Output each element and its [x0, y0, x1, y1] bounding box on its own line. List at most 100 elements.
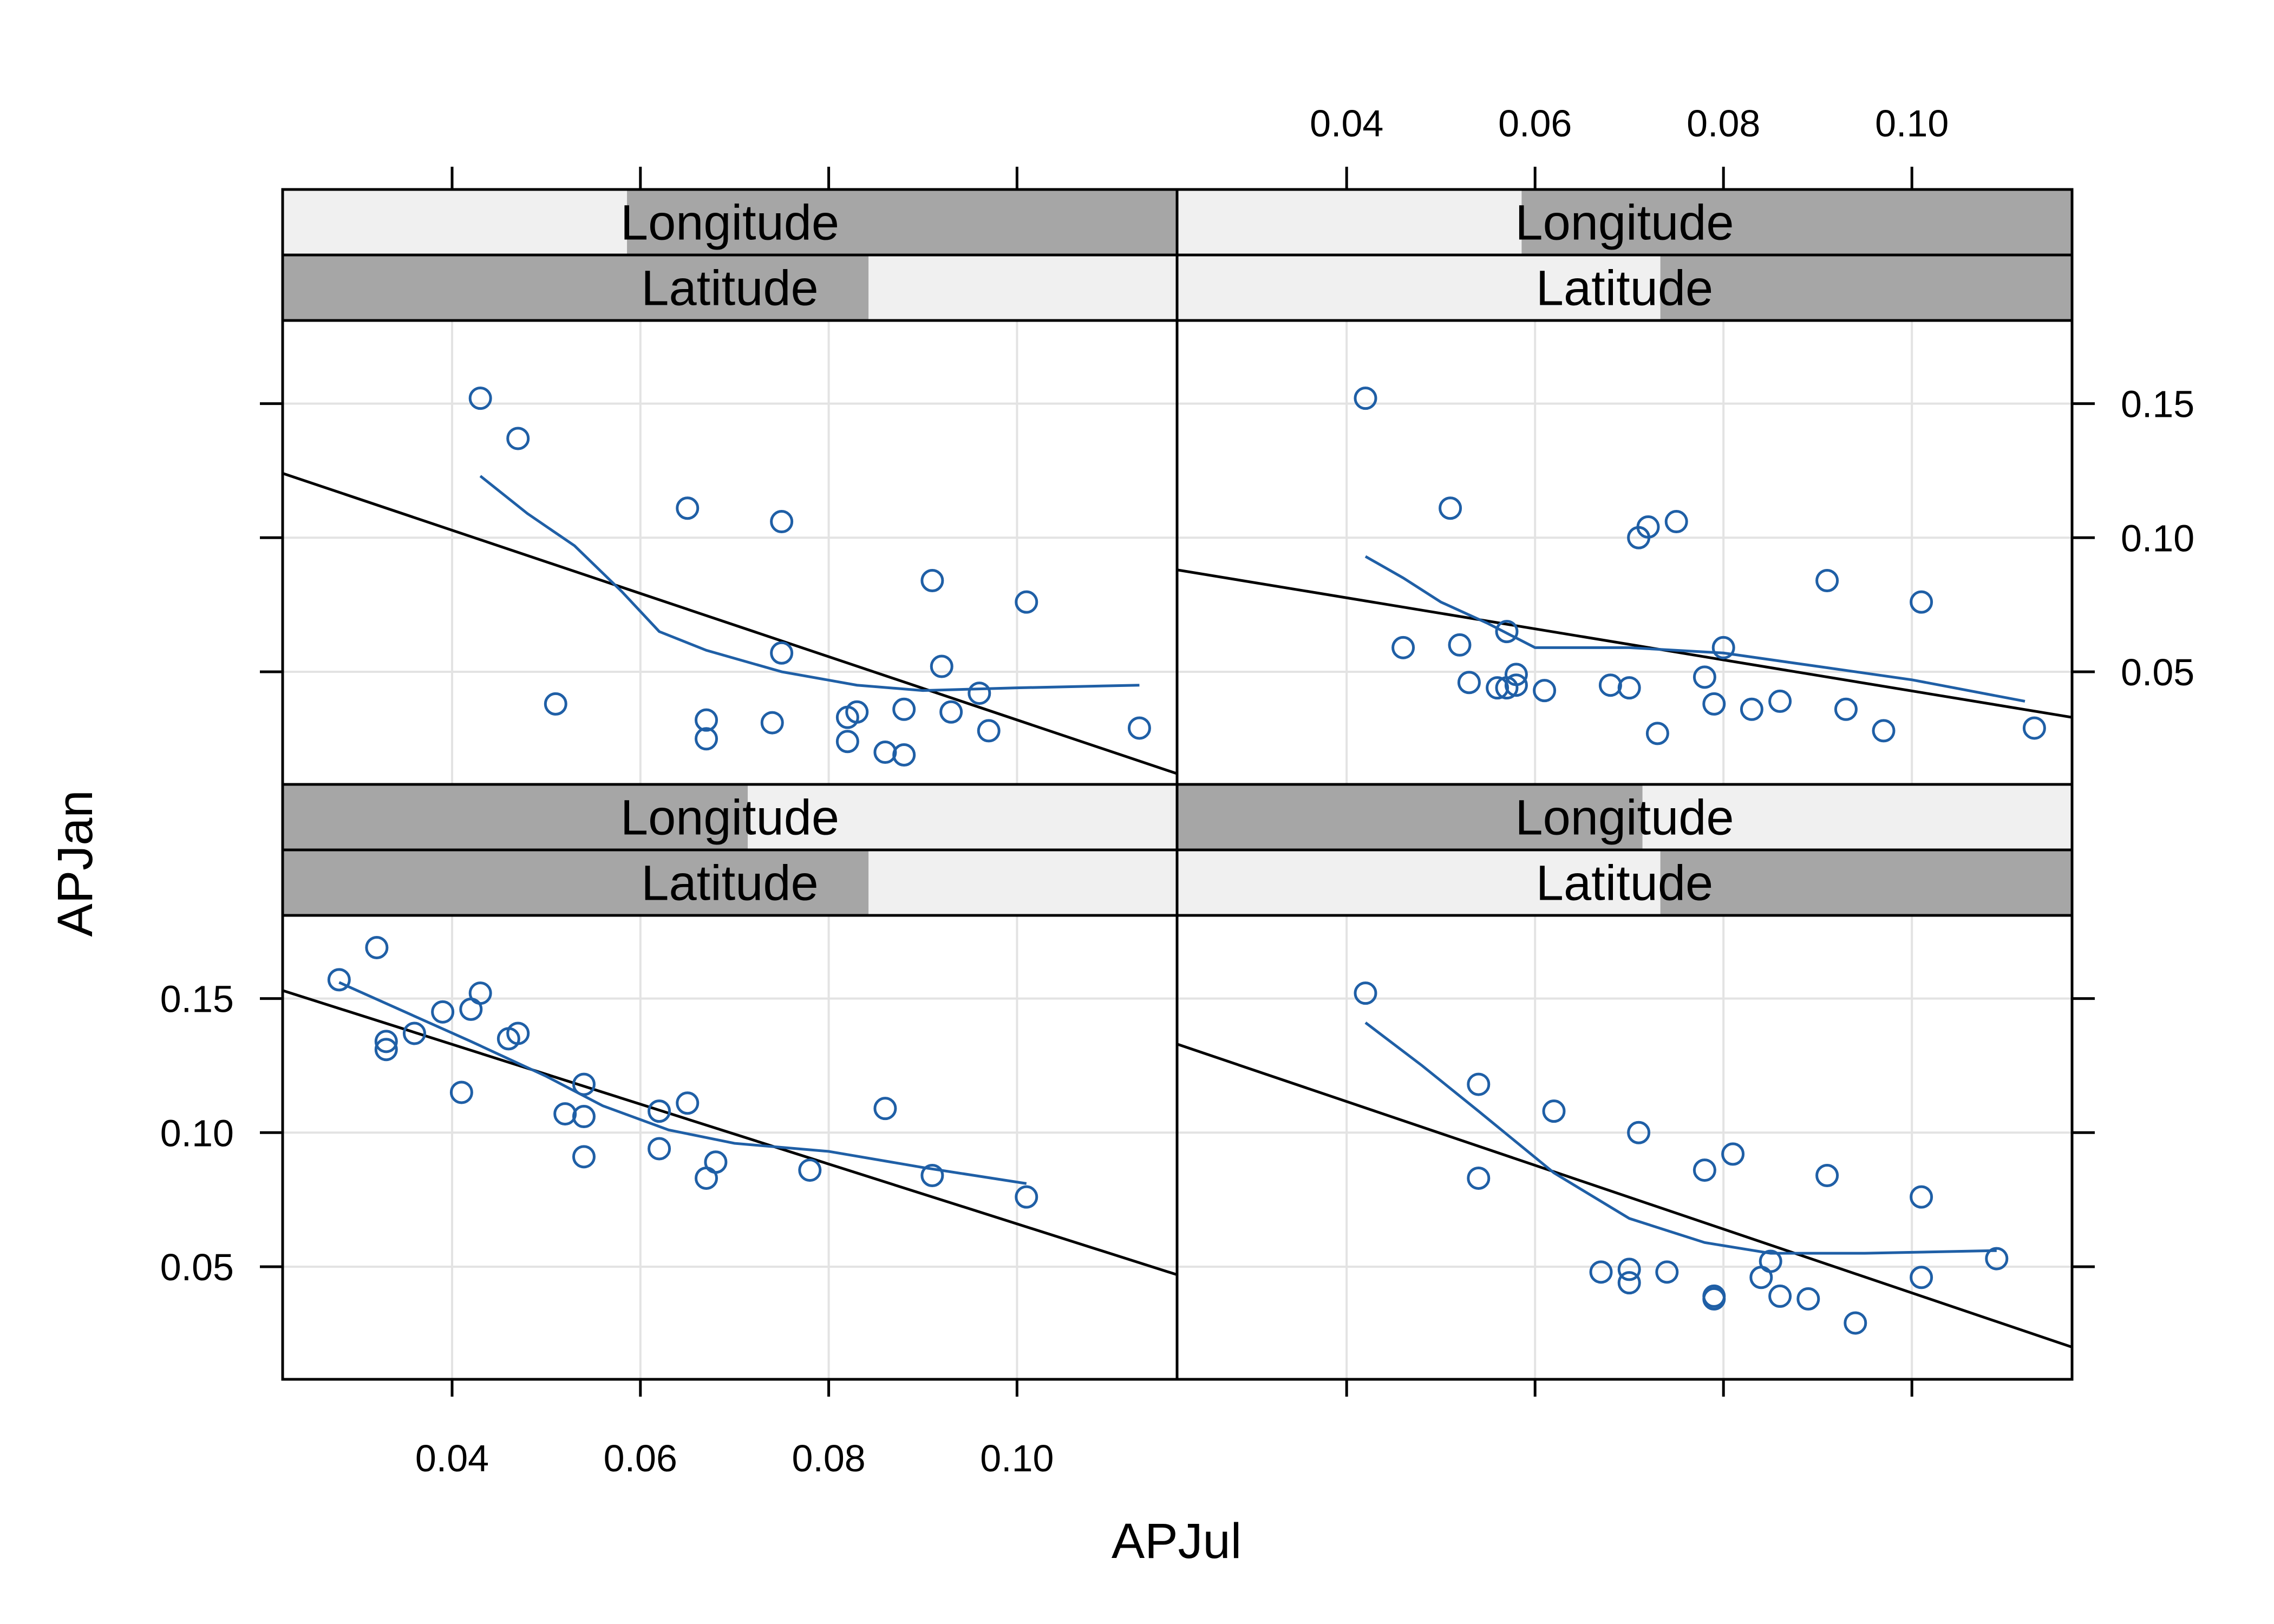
data-point	[1439, 496, 1462, 520]
data-point	[1627, 1121, 1651, 1144]
x-tick-label: 0.04	[415, 1437, 489, 1479]
data-point	[1542, 1099, 1566, 1123]
strip-label-latitude: Latitude	[1536, 856, 1713, 911]
strip-frame	[1175, 253, 2074, 322]
loess-curve	[1364, 555, 2025, 703]
axis-layer: 0.04 0.06 0.08 0.10 0.04 0.06 0.08 0.10 0.05 0.10…	[160, 102, 2195, 1479]
data-point	[1636, 515, 1660, 539]
data-point	[544, 692, 567, 716]
panel-frame	[281, 319, 1179, 786]
data-point	[920, 1164, 944, 1188]
regression-line	[1177, 568, 2072, 719]
data-point	[1693, 665, 1716, 689]
data-point	[1985, 1247, 2009, 1271]
y-tick-label: 0.05	[2121, 651, 2194, 693]
data-point	[1467, 1166, 1491, 1190]
loess-curve	[479, 475, 1140, 692]
data-point	[939, 700, 963, 724]
strip-shingle-longitude	[283, 784, 748, 850]
strip-label-longitude: Longitude	[1515, 195, 1734, 251]
data-point	[1702, 692, 1726, 716]
x-axis-title: APJul	[1112, 1514, 1241, 1569]
data-point	[977, 719, 1001, 743]
data-point	[506, 427, 530, 450]
panel-frame	[281, 914, 1179, 1381]
data-point	[1711, 636, 1735, 659]
strip-shingle-longitude	[1177, 784, 1643, 850]
data-point	[1354, 981, 1377, 1005]
data-point	[1768, 1284, 1792, 1308]
data-point	[1664, 510, 1688, 534]
strip-frame	[1175, 848, 2074, 917]
strip-layer: Longitude Latitude Longitude Latitude Longit…	[281, 188, 2074, 917]
data-point	[1504, 673, 1528, 697]
data-point	[648, 1099, 671, 1123]
y-tick-label: 0.15	[160, 978, 234, 1020]
panel-marks-bottom-right	[1177, 981, 2072, 1348]
x-tick-label: 0.04	[1310, 102, 1383, 145]
strip-shingle-latitude	[1660, 255, 2072, 320]
x-tick-label: 0.08	[1687, 102, 1760, 145]
panel-frame	[1175, 319, 2074, 786]
data-point	[1693, 1158, 1716, 1182]
strip-label-latitude: Latitude	[641, 856, 818, 911]
data-point	[506, 1021, 530, 1045]
strip-label-longitude: Longitude	[620, 195, 839, 251]
y-axis-title: APJan	[48, 790, 103, 937]
data-point	[1910, 1185, 1933, 1209]
data-point	[676, 496, 700, 520]
data-point	[1815, 569, 1839, 593]
data-point	[468, 387, 492, 410]
data-point	[1721, 1142, 1745, 1166]
y-tick-label: 0.15	[2121, 383, 2194, 425]
data-point	[835, 730, 859, 754]
data-point	[1589, 1260, 1613, 1284]
y-tick-label: 0.10	[160, 1112, 234, 1154]
data-point	[1796, 1287, 1820, 1311]
x-tick-label: 0.08	[792, 1437, 865, 1479]
data-point	[1702, 1287, 1726, 1311]
x-tick-label: 0.10	[980, 1437, 1054, 1479]
data-point	[1448, 633, 1472, 657]
strip-shingle-latitude	[283, 850, 869, 915]
data-point	[2022, 716, 2046, 740]
data-point	[770, 510, 794, 534]
data-point	[770, 641, 794, 665]
data-point	[1533, 679, 1557, 703]
regression-line	[283, 472, 1177, 775]
data-point	[1354, 387, 1377, 410]
grid-layer	[283, 320, 2072, 1379]
loess-curve	[1364, 1021, 1997, 1255]
x-tick-label: 0.10	[1875, 102, 1949, 145]
y-tick-label: 0.05	[160, 1246, 234, 1288]
data-point	[648, 1137, 671, 1161]
strip-shingle-latitude	[1660, 850, 2072, 915]
data-point	[572, 1145, 596, 1169]
data-point	[892, 697, 916, 721]
data-point	[1504, 663, 1528, 686]
data-point	[1617, 676, 1641, 700]
strip-shingle-longitude	[1521, 189, 2072, 255]
data-point	[1910, 590, 1933, 614]
panel-marks-bottom-left	[283, 935, 1177, 1276]
data-point	[1015, 590, 1038, 614]
data-point	[1740, 697, 1763, 721]
strip-shingle-latitude	[283, 255, 869, 320]
data-point	[1844, 1311, 1867, 1335]
data-point	[572, 1072, 596, 1096]
data-point	[468, 981, 492, 1005]
data-point	[1872, 719, 1896, 743]
data-point	[968, 682, 991, 705]
data-point	[1391, 636, 1415, 659]
data-point	[1768, 689, 1792, 713]
data-point	[1645, 722, 1669, 745]
data-point	[676, 1091, 700, 1115]
data-point	[1617, 1258, 1641, 1281]
data-point	[845, 700, 869, 724]
marks-layer	[283, 387, 2072, 1348]
panel-frame	[1175, 914, 2074, 1381]
y-tick-label: 0.10	[2121, 517, 2194, 559]
x-tick-label: 0.06	[1498, 102, 1572, 145]
strip-label-longitude: Longitude	[1515, 790, 1734, 846]
